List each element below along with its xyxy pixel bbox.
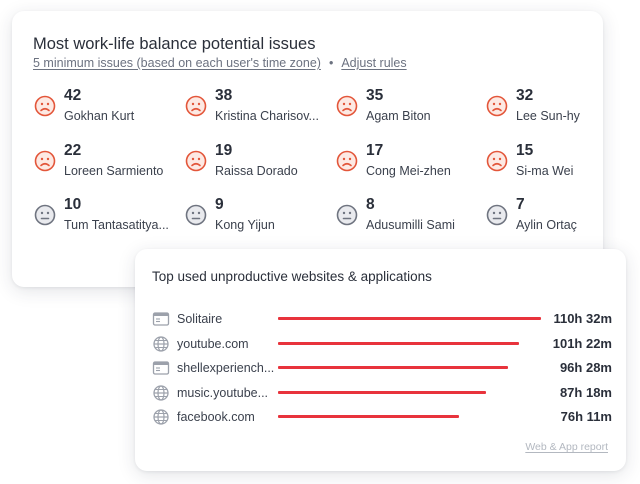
adjust-rules-link[interactable]: Adjust rules [341, 56, 407, 70]
issue-count: 38 [215, 87, 233, 104]
globe-icon [153, 335, 169, 352]
usage-time: 101h 22m [552, 335, 612, 351]
usage-time: 110h 32m [553, 311, 612, 326]
user-name: Loreen Sarmiento [64, 164, 164, 178]
sad-face-icon [336, 150, 358, 172]
app-window-icon [152, 312, 170, 326]
user-name: Aylin Ortaç [516, 218, 577, 232]
user-name: Kristina Charisov... [215, 109, 319, 123]
usage-row[interactable]: youtube.com 101h 22m [152, 334, 612, 354]
sad-face-icon [34, 150, 56, 172]
user-issue-item[interactable]: 8 Adusumilli Sami [336, 196, 481, 236]
user-issue-item[interactable]: 17 Cong Mei-zhen [336, 142, 481, 182]
sad-face-icon [185, 95, 207, 117]
user-name: Adusumilli Sami [366, 218, 455, 232]
user-name: Kong Yijun [215, 218, 275, 232]
user-issue-item[interactable]: 32 Lee Sun-hy [486, 87, 631, 127]
neutral-face-icon [336, 204, 358, 226]
separator-dot: • [328, 56, 334, 70]
user-issues-grid: 42 Gokhan Kurt 38 Kristina Charisov... 35 Aga… [34, 87, 594, 257]
usage-time: 87h 18m [559, 384, 612, 400]
issue-count: 8 [366, 196, 375, 213]
usage-bar [278, 390, 486, 394]
issue-count: 22 [64, 142, 82, 159]
sad-face-icon [34, 95, 56, 117]
usage-label: music.youtube... [177, 385, 269, 400]
usage-row[interactable]: facebook.com 76h 11m [152, 407, 612, 427]
issue-count: 15 [516, 142, 534, 159]
issue-count: 42 [64, 87, 82, 104]
issue-count: 32 [516, 87, 534, 104]
user-name: Cong Mei-zhen [366, 164, 451, 178]
sad-face-icon [336, 95, 358, 117]
usage-time: 76h 11m [560, 409, 612, 424]
usage-label: facebook.com [177, 410, 255, 424]
card-title: Most work-life balance potential issues [33, 35, 316, 53]
app-window-icon [152, 361, 170, 375]
issue-count: 17 [366, 142, 384, 159]
usage-label: youtube.com [177, 336, 249, 351]
usage-label: shellexperiench... [177, 361, 275, 375]
unproductive-usage-card: Top used unproductive websites & applica… [135, 249, 626, 471]
minimum-issues-link[interactable]: 5 minimum issues (based on each user's t… [33, 56, 321, 70]
user-name: Lee Sun-hy [516, 109, 580, 123]
usage-bar [278, 341, 520, 345]
user-issue-item[interactable]: 7 Aylin Ortaç [486, 196, 631, 236]
user-name: Tum Tantasatitya... [64, 218, 169, 232]
user-name: Si-ma Wei [516, 164, 574, 178]
usage-bar [278, 415, 460, 418]
issue-count: 9 [215, 196, 224, 213]
work-life-balance-card: Most work-life balance potential issues … [12, 11, 603, 287]
user-name: Gokhan Kurt [64, 109, 135, 123]
globe-icon [153, 384, 169, 401]
issue-count: 35 [366, 87, 384, 104]
user-issue-item[interactable]: 19 Raissa Dorado [185, 142, 330, 182]
user-issue-item[interactable]: 15 Si-ma Wei [486, 142, 631, 182]
usage-row[interactable]: Solitaire 110h 32m [152, 309, 612, 329]
user-name: Agam Biton [366, 109, 431, 123]
issue-count: 10 [64, 196, 82, 213]
sad-face-icon [486, 150, 508, 172]
issue-count: 19 [215, 142, 233, 159]
card-title: Top used unproductive websites & applica… [152, 269, 432, 284]
usage-bar [278, 366, 508, 369]
neutral-face-icon [34, 204, 56, 226]
user-issue-item[interactable]: 38 Kristina Charisov... [185, 87, 330, 127]
neutral-face-icon [185, 204, 207, 226]
user-name: Raissa Dorado [215, 164, 298, 178]
usage-row[interactable]: music.youtube... 87h 18m [152, 383, 612, 403]
sad-face-icon [185, 150, 207, 172]
user-issue-item[interactable]: 9 Kong Yijun [185, 196, 330, 236]
user-issue-item[interactable]: 42 Gokhan Kurt [34, 87, 179, 127]
sad-face-icon [486, 95, 508, 117]
user-issue-item[interactable]: 35 Agam Biton [336, 87, 481, 127]
usage-bar [278, 317, 541, 320]
user-issue-item[interactable]: 22 Loreen Sarmiento [34, 142, 179, 182]
usage-time: 96h 28m [559, 360, 612, 375]
globe-icon [153, 409, 169, 425]
card-subtitle: 5 minimum issues (based on each user's t… [33, 56, 407, 70]
usage-label: Solitaire [177, 312, 223, 326]
issue-count: 7 [516, 196, 525, 213]
usage-row[interactable]: shellexperiench... 96h 28m [152, 358, 612, 378]
neutral-face-icon [486, 204, 508, 226]
web-app-report-link[interactable]: Web & App report [525, 441, 608, 453]
user-issue-item[interactable]: 10 Tum Tantasatitya... [34, 196, 179, 236]
